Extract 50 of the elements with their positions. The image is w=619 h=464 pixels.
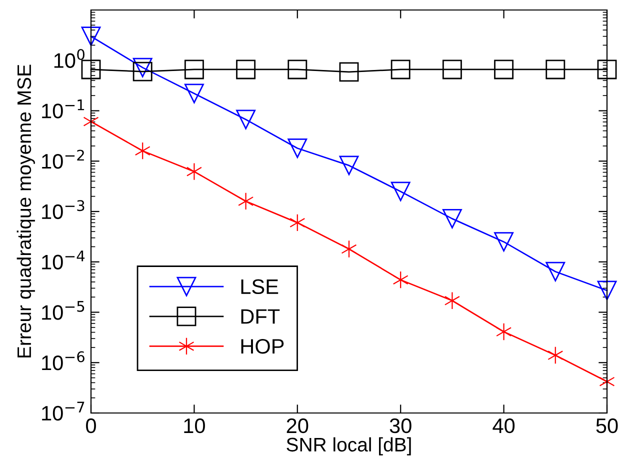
x-tick-label: 40 xyxy=(492,418,515,434)
point xyxy=(184,84,204,104)
point xyxy=(390,60,410,80)
y-tick-label: 10$^{−6}$ xyxy=(42,351,84,370)
point xyxy=(548,346,564,364)
point xyxy=(81,26,101,46)
point xyxy=(184,60,204,80)
point xyxy=(494,60,514,80)
y-tick-label: 10$^{−1}$ xyxy=(42,100,84,118)
point xyxy=(236,110,256,130)
point xyxy=(339,156,359,176)
x-axis-title: SNR local [dB] xyxy=(286,437,411,456)
point xyxy=(444,292,460,310)
x-tick-label: 20 xyxy=(286,418,308,434)
point xyxy=(339,62,359,82)
point xyxy=(81,60,101,80)
x-tick-label: 30 xyxy=(390,418,412,434)
y-tick-label: 10$^{−5}$ xyxy=(42,301,84,320)
point xyxy=(442,60,462,80)
point xyxy=(546,60,566,80)
y-tick-label: 10$^{−7}$ xyxy=(42,402,84,421)
point xyxy=(132,62,152,82)
point xyxy=(597,60,617,80)
x-tick-label: 0 xyxy=(86,418,96,434)
point xyxy=(186,162,202,180)
point xyxy=(341,240,357,258)
y-tick-label: 10$^{−3}$ xyxy=(42,200,84,220)
legend-label: LSE xyxy=(241,279,278,294)
y-tick-label: 10$^{−4}$ xyxy=(42,250,85,270)
point xyxy=(546,262,566,282)
point xyxy=(392,270,408,289)
point xyxy=(236,60,256,80)
x-tick-label: 50 xyxy=(596,418,618,434)
point xyxy=(496,322,512,341)
point xyxy=(390,182,410,202)
point xyxy=(288,60,308,80)
y-tick-label: 10$^{−2}$ xyxy=(42,150,84,169)
y-axis-title: Erreur quadratique moyenne MSE xyxy=(16,64,35,358)
point xyxy=(442,208,462,228)
point xyxy=(238,192,254,210)
point xyxy=(134,142,150,160)
point xyxy=(597,280,617,300)
legend-label: DFT xyxy=(241,309,280,324)
y-tick-label: 10$^{0}$ xyxy=(54,48,84,68)
legend-label: HOP xyxy=(241,338,284,354)
x-tick-label: 10 xyxy=(184,418,205,434)
point xyxy=(290,214,306,232)
point xyxy=(288,138,308,158)
point xyxy=(132,58,152,78)
point xyxy=(494,232,514,252)
